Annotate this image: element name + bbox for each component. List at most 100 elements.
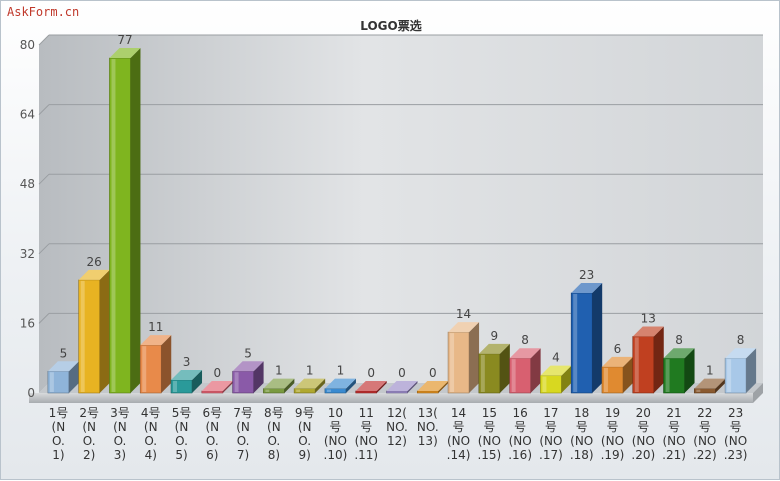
bar-top — [109, 48, 141, 59]
bar-top — [263, 378, 295, 389]
bar-front — [386, 390, 408, 394]
bar-highlight — [49, 372, 54, 392]
bar-highlight — [727, 359, 732, 392]
bar-top — [478, 343, 510, 354]
bar-highlight — [511, 359, 516, 392]
y-tick-label: 32 — [20, 247, 35, 261]
bar-highlight — [480, 354, 485, 392]
bar-side — [284, 378, 295, 393]
bar — [139, 335, 172, 394]
bar-top — [663, 348, 695, 359]
x-tick-label: 20 号(NO .20) — [631, 406, 655, 462]
x-tick-label: 13(NO. 13) — [417, 406, 439, 448]
bar — [232, 361, 264, 394]
y-tick-label: 80 — [20, 38, 35, 52]
bar — [509, 348, 541, 394]
bar-top — [694, 378, 726, 389]
x-tick-label: 23 号(NO .23) — [724, 406, 748, 462]
x-tick-label: 22 号(NO .22) — [693, 406, 717, 462]
data-label: 8 — [737, 333, 745, 347]
plot-floor-front — [29, 393, 753, 403]
bar — [447, 322, 480, 394]
bar-top — [78, 269, 110, 280]
data-label: 1 — [306, 364, 314, 378]
bar-highlight — [265, 389, 270, 392]
bar-side — [130, 48, 141, 394]
bar-side — [530, 348, 541, 393]
data-label: 4 — [552, 351, 560, 365]
x-tick-label: 9号(N O. 9) — [295, 406, 315, 462]
data-label: 1 — [275, 364, 283, 378]
bar-side — [469, 322, 480, 393]
bar — [570, 282, 603, 394]
bar — [601, 356, 633, 394]
bar — [724, 348, 757, 394]
gridline-depth — [38, 34, 50, 46]
x-tick-label: 3号(N O. 3) — [110, 406, 130, 462]
bar-side — [746, 348, 757, 393]
data-label: 13 — [641, 311, 656, 325]
x-axis-labels: 1号(N O. 1) 2号(N O. 2) 3号(N O. 3) 4号(N O. 4) 5号(N O. 5)… — [49, 406, 748, 462]
x-tick-label: 1号(N O. 1) — [49, 406, 69, 462]
bar-top — [140, 335, 172, 346]
watermark-text: AskForm.cn — [7, 5, 80, 19]
data-label: 23 — [579, 268, 594, 282]
data-label: 1 — [337, 364, 345, 378]
bar — [324, 378, 356, 394]
gridline-depth — [38, 243, 50, 255]
bar-side — [376, 381, 387, 393]
bar — [201, 381, 233, 394]
data-label: 11 — [148, 320, 163, 334]
bar-top — [540, 365, 572, 376]
bar-top — [47, 361, 79, 372]
bar-side — [438, 381, 449, 393]
y-tick-label: 16 — [20, 316, 35, 330]
bar-highlight — [296, 389, 301, 392]
data-label: 14 — [456, 307, 471, 321]
bar — [355, 381, 387, 394]
plot-floor-side — [753, 383, 763, 403]
bar — [109, 48, 141, 394]
bar-front — [201, 390, 224, 394]
data-label: 0 — [367, 366, 375, 380]
bar-side — [192, 369, 203, 393]
data-label: 8 — [521, 333, 529, 347]
bar-top — [417, 381, 449, 391]
x-tick-label: 6号(N O. 6) — [202, 406, 222, 462]
y-tick-label: 48 — [20, 177, 35, 191]
bar — [663, 348, 695, 394]
bar — [416, 381, 449, 394]
x-tick-label: 8号(N O. 8) — [264, 406, 284, 462]
bar-highlight — [80, 280, 85, 392]
bar — [694, 378, 726, 394]
bar-highlight — [542, 376, 547, 392]
bar-side — [99, 269, 110, 393]
x-tick-label: 11 号(NO .11) — [354, 406, 378, 462]
bar-side — [407, 381, 418, 393]
bar-highlight — [111, 59, 116, 393]
data-label: 0 — [429, 366, 437, 380]
x-tick-label: 21 号(NO .21) — [662, 406, 686, 462]
bar-front — [355, 390, 378, 394]
x-tick-label: 15 号(NO .15) — [477, 406, 501, 462]
bar — [47, 361, 79, 394]
x-tick-label: 7号(N O. 7) — [233, 406, 253, 462]
gridline-depth — [38, 173, 50, 185]
data-label: 3 — [183, 355, 191, 369]
bar-top — [294, 378, 326, 389]
bar-top — [448, 322, 480, 333]
x-tick-label: 18 号(NO .18) — [570, 406, 594, 462]
bar — [540, 365, 572, 394]
bar-side — [222, 381, 233, 393]
x-tick-label: 16 号(NO .16) — [508, 406, 532, 462]
bar-top — [201, 381, 233, 391]
bar-side — [253, 361, 264, 393]
bar-top — [171, 369, 203, 380]
y-axis-ticks: 0 16 32 48 64 80 — [20, 38, 35, 400]
x-tick-label: 19 号(NO .19) — [601, 406, 625, 462]
bar-top — [632, 326, 664, 337]
gridline-depth — [38, 313, 50, 324]
bar — [293, 378, 326, 394]
bar — [170, 369, 203, 394]
